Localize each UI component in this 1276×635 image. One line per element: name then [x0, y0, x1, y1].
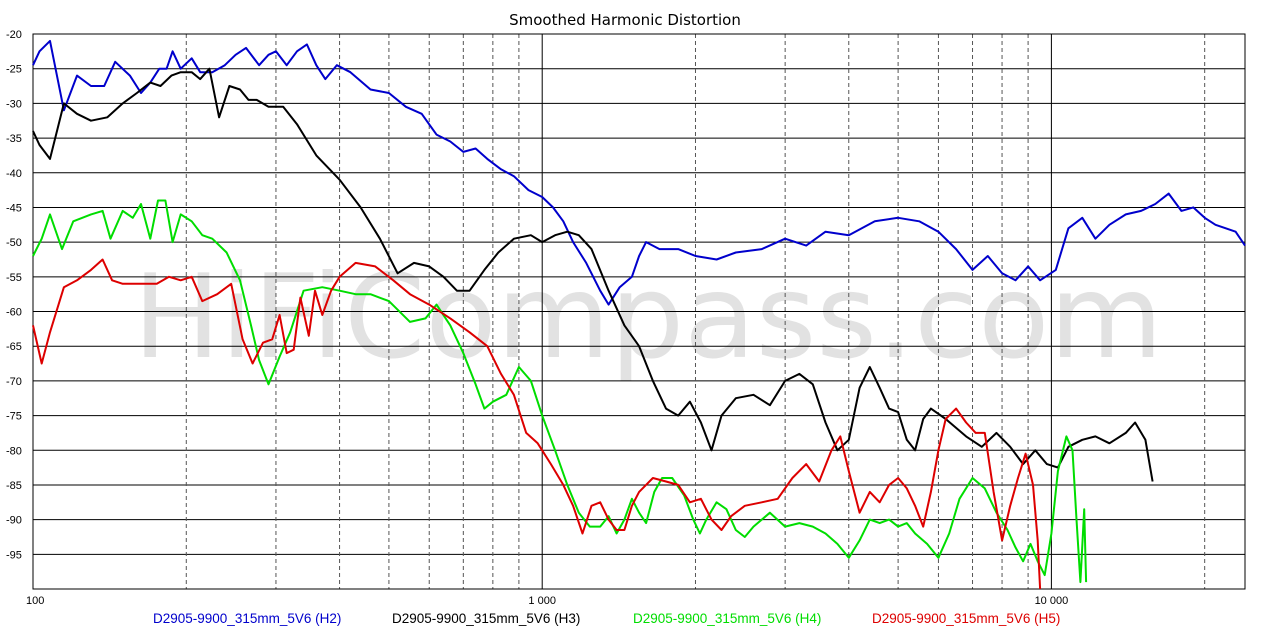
series-line-h4	[32, 199, 1088, 584]
y-tick-label: -85	[6, 480, 22, 492]
series-layer	[32, 39, 1246, 590]
y-tick-label: -45	[6, 202, 22, 214]
plot-frame	[32, 33, 1246, 590]
legend-entry-h5: D2905-9900_315mm_5V6 (H5)	[872, 611, 1060, 626]
legend-entry-h2: D2905-9900_315mm_5V6 (H2)	[153, 611, 341, 626]
series-line-h3	[32, 67, 1154, 482]
chart-title: Smoothed Harmonic Distortion	[509, 11, 741, 29]
x-tick-label: 100	[26, 595, 44, 607]
y-tick-label: -55	[6, 272, 22, 284]
legend: D2905-9900_315mm_5V6 (H2) D2905-9900_315m…	[153, 611, 1060, 626]
series-line-h2	[32, 39, 1246, 306]
legend-entry-h4: D2905-9900_315mm_5V6 (H4)	[633, 611, 821, 626]
series-line-h5	[32, 258, 1042, 590]
y-tick-label: -40	[6, 168, 22, 180]
tick-labels: -20 -25 -30 -35 -40 -45 -50 -55 -60 -65 -70 -75 -80 -…	[6, 29, 1068, 607]
y-tick-label: -20	[6, 29, 22, 41]
y-tick-label: -60	[6, 307, 22, 319]
x-tick-label: 10 000	[1035, 595, 1069, 607]
y-tick-label: -35	[6, 133, 22, 145]
legend-entry-h3: D2905-9900_315mm_5V6 (H3)	[392, 611, 580, 626]
watermark: HiFiCompass.com	[133, 250, 1163, 385]
y-tick-label: -70	[6, 376, 22, 388]
y-tick-label: -75	[6, 411, 22, 423]
y-tick-label: -95	[6, 549, 22, 561]
grid	[33, 34, 1245, 589]
y-tick-label: -50	[6, 237, 22, 249]
y-tick-label: -90	[6, 515, 22, 527]
y-tick-label: -80	[6, 445, 22, 457]
x-tick-label: 1 000	[528, 595, 556, 607]
y-tick-label: -25	[6, 64, 22, 76]
y-tick-label: -65	[6, 341, 22, 353]
y-tick-label: -30	[6, 98, 22, 110]
